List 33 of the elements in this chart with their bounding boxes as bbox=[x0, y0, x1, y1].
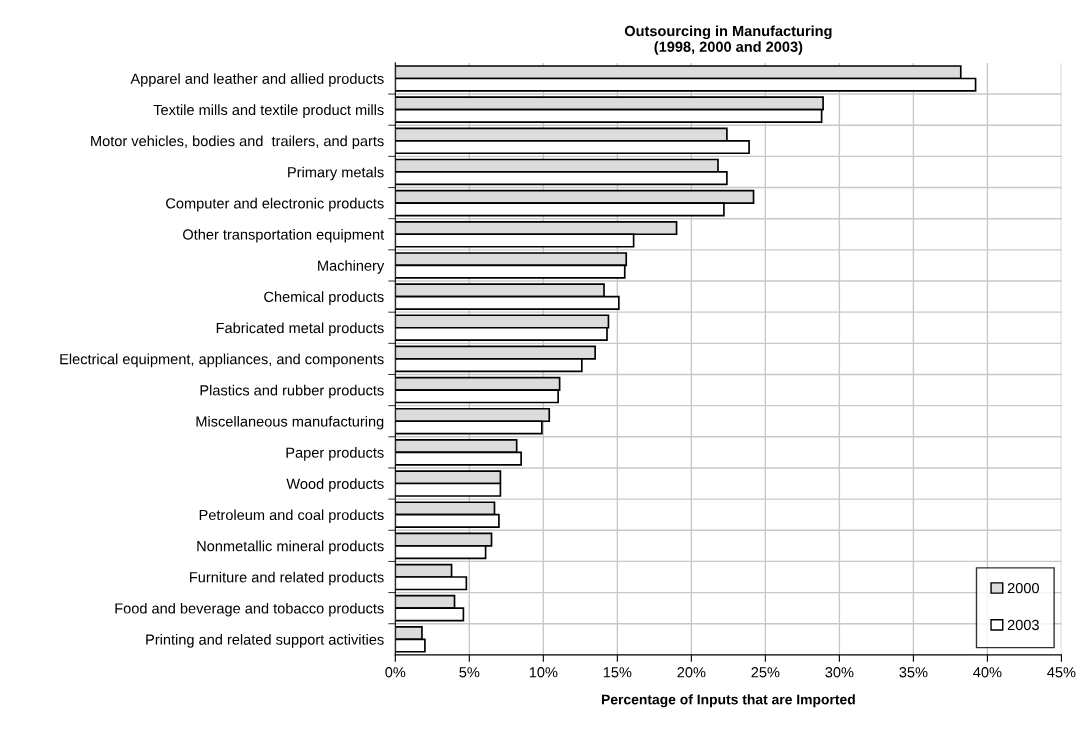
x-tick-label: 0% bbox=[385, 667, 406, 678]
x-tick-label: 10% bbox=[529, 667, 558, 678]
chart-title: Outsourcing in Manufacturing (1998, 2000 and 2003) bbox=[624, 25, 832, 55]
y-tick-label: Paper products bbox=[286, 447, 384, 461]
y-tick-label: Fabricated metal products bbox=[216, 322, 384, 337]
y-tick-label: Printing and related support activities bbox=[146, 634, 384, 648]
y-tick-label: Electrical equipment, appliances, and components bbox=[60, 353, 384, 368]
y-tick-label: Computer and electronic products bbox=[166, 197, 384, 212]
legend-label: 2003 bbox=[1007, 619, 1039, 631]
y-tick-label: Other transportation equipment bbox=[183, 228, 385, 243]
y-tick-label: Wood products bbox=[286, 478, 384, 492]
x-tick-label: 20% bbox=[677, 667, 706, 678]
x-tick-label: 40% bbox=[973, 667, 1002, 678]
x-tick-label: 25% bbox=[751, 667, 780, 678]
x-tick-label: 35% bbox=[899, 667, 928, 678]
y-tick-label: Furniture and related products bbox=[190, 571, 384, 586]
legend-label: 2000 bbox=[1007, 582, 1039, 594]
y-tick-label: Apparel and leather and allied products bbox=[130, 73, 384, 87]
y-tick-label: Motor vehicles, bodies and trailers, and parts bbox=[91, 135, 384, 150]
x-tick-label: 45% bbox=[1047, 667, 1076, 678]
y-tick-label: Plastics and rubber products bbox=[200, 384, 384, 399]
y-tick-label: Petroleum and coal products bbox=[199, 509, 384, 523]
y-tick-label: Textile mills and textile product mills bbox=[153, 104, 384, 118]
y-tick-label: Nonmetallic mineral products bbox=[197, 540, 384, 555]
x-axis-title: Percentage of Inputs that are Imported bbox=[601, 694, 855, 708]
y-tick-label: Food and beverage and tobacco products bbox=[115, 602, 384, 617]
y-tick-label: Machinery bbox=[318, 260, 385, 274]
y-tick-label: Primary metals bbox=[288, 166, 384, 181]
x-tick-label: 15% bbox=[603, 667, 632, 678]
x-tick-label: 30% bbox=[825, 667, 854, 678]
y-tick-label: Miscellaneous manufacturing bbox=[196, 415, 384, 430]
y-tick-label: Chemical products bbox=[264, 291, 384, 305]
x-tick-label: 5% bbox=[459, 667, 480, 678]
